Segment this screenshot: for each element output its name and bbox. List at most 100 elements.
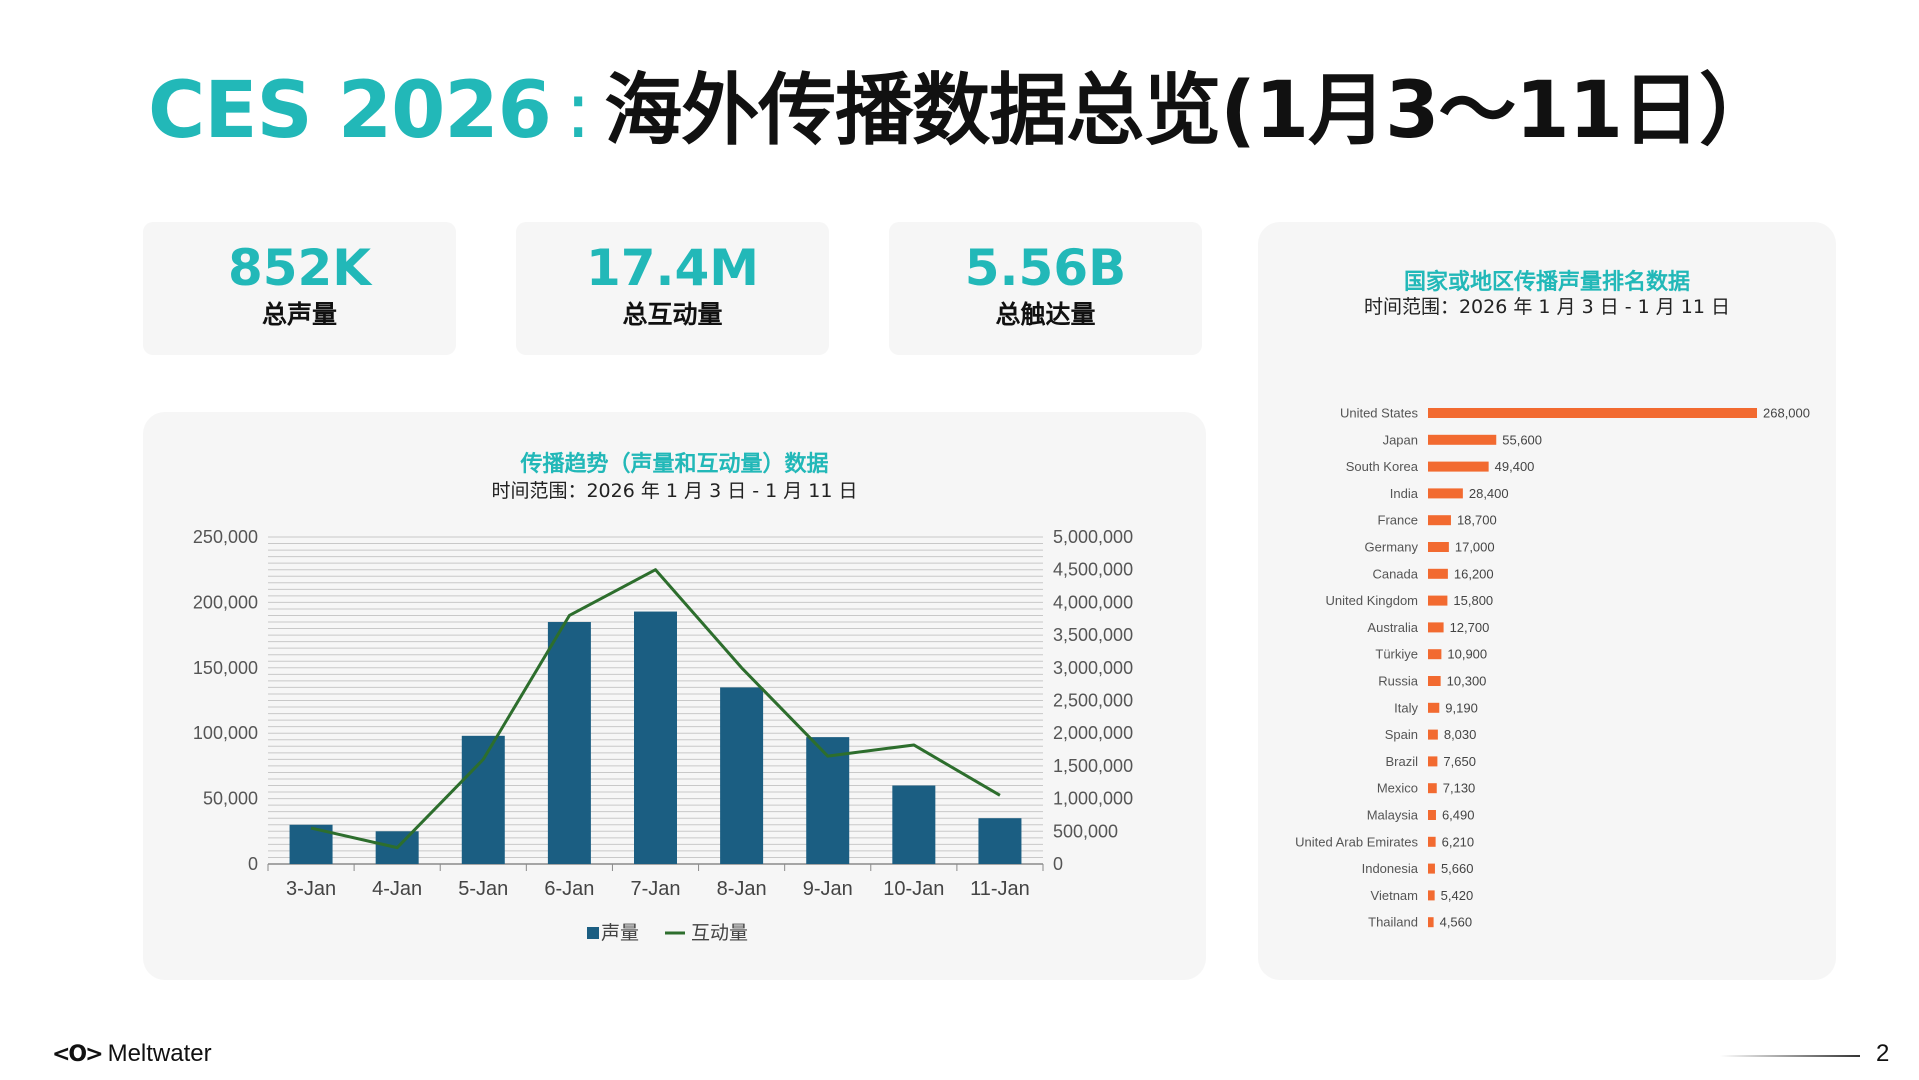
trend-chart: 0 50,000 100,000 150,000 200,000 250,000 0 500,… <box>193 527 1133 944</box>
country-value-label: 10,300 <box>1447 674 1487 689</box>
country-label: Malaysia <box>1367 808 1419 823</box>
country-chart: United States 268,000 Japan 55,600 South Kor… <box>1295 406 1810 930</box>
country-bar <box>1428 676 1441 686</box>
country-bar <box>1428 836 1436 847</box>
y-right-tick-label: 2,500,000 <box>1053 691 1133 711</box>
country-label: South Korea <box>1346 459 1419 474</box>
legend-bar-label: 声量 <box>601 922 639 944</box>
y-left-tick-label: 0 <box>248 854 258 874</box>
y-left-tick-label: 150,000 <box>193 658 258 678</box>
country-value-label: 12,700 <box>1450 620 1490 635</box>
country-value-label: 55,600 <box>1502 432 1542 447</box>
y-right-tick-label: 1,500,000 <box>1053 756 1133 776</box>
kpi-label: 总触达量 <box>995 300 1096 329</box>
country-label: India <box>1390 486 1419 501</box>
country-label: Vietnam <box>1371 888 1418 903</box>
kpi-label: 总互动量 <box>622 300 723 329</box>
page-title: CES 2026: 海外传播数据总览(1月3～11日） <box>148 48 1777 160</box>
country-bar <box>1428 917 1434 928</box>
brand-name: Meltwater <box>107 1040 212 1067</box>
country-bar <box>1428 622 1444 633</box>
country-chart-subtitle: 时间范围：2026 年 1 月 3 日 - 1 月 11 日 <box>1363 296 1731 318</box>
country-value-label: 6,490 <box>1442 808 1475 823</box>
bar-10-Jan <box>892 785 936 864</box>
kpi-card-volume: 852K 总声量 <box>143 222 456 355</box>
kpi-value: 852K <box>227 239 372 297</box>
country-label: Türkiye <box>1375 647 1418 662</box>
meltwater-logo-icon: <O> <box>52 1041 104 1067</box>
title-text: 海外传播数据总览(1月3～11日） <box>604 66 1777 156</box>
country-label: Spain <box>1385 727 1418 742</box>
x-tick-label: 8-Jan <box>717 878 767 900</box>
bar-6-Jan <box>547 622 591 864</box>
x-tick-label: 11-Jan <box>970 878 1030 900</box>
y-right-tick-label: 500,000 <box>1053 821 1118 841</box>
country-label: Japan <box>1383 432 1418 447</box>
country-value-label: 15,800 <box>1453 593 1493 608</box>
kpi-card-engagement: 17.4M 总互动量 <box>516 222 829 355</box>
country-bar <box>1428 568 1448 579</box>
country-bar <box>1428 890 1435 901</box>
trend-chart-panel: 传播趋势（声量和互动量）数据 时间范围：2026 年 1 月 3 日 - 1 月… <box>143 412 1206 980</box>
x-tick-label: 5-Jan <box>458 878 508 900</box>
country-label: Italy <box>1394 700 1418 715</box>
bar-9-Jan <box>806 737 850 864</box>
meltwater-logo: <O> Meltwater <box>52 1040 212 1068</box>
country-value-label: 8,030 <box>1444 727 1477 742</box>
country-label: United Arab Emirates <box>1295 834 1418 849</box>
country-bar <box>1428 461 1489 472</box>
x-tick-label: 3-Jan <box>286 878 336 900</box>
country-value-label: 5,660 <box>1441 861 1474 876</box>
country-chart-title: 国家或地区传播声量排名数据 <box>1403 270 1690 295</box>
y-right-tick-label: 5,000,000 <box>1053 527 1133 547</box>
kpi-value: 17.4M <box>585 239 760 297</box>
y-right-tick-label: 0 <box>1053 854 1063 874</box>
country-value-label: 17,000 <box>1455 540 1495 555</box>
country-value-label: 49,400 <box>1495 459 1535 474</box>
country-label: Germany <box>1365 540 1419 555</box>
kpi-value: 5.56B <box>964 239 1127 297</box>
y-right-tick-label: 3,500,000 <box>1053 625 1133 645</box>
x-tick-label: 9-Jan <box>803 878 853 900</box>
legend-bar-swatch <box>587 927 599 939</box>
y-right-tick-label: 4,500,000 <box>1053 560 1133 580</box>
country-bar <box>1428 756 1438 767</box>
y-right-tick-label: 2,000,000 <box>1053 723 1133 743</box>
country-value-label: 268,000 <box>1763 406 1810 421</box>
kpi-label: 总声量 <box>261 300 337 329</box>
country-value-label: 18,700 <box>1457 513 1497 528</box>
bar-11-Jan <box>978 818 1022 864</box>
bar-7-Jan <box>634 611 677 864</box>
legend-line-label: 互动量 <box>691 922 748 944</box>
y-right-tick-label: 4,000,000 <box>1053 592 1133 612</box>
country-label: Canada <box>1372 566 1418 581</box>
x-tick-label: 6-Jan <box>544 878 594 900</box>
y-left-tick-label: 200,000 <box>193 592 258 612</box>
country-label: Thailand <box>1368 915 1418 930</box>
country-label: Australia <box>1367 620 1418 635</box>
country-label: United Kingdom <box>1326 593 1419 608</box>
country-value-label: 4,560 <box>1440 915 1473 930</box>
country-bar <box>1428 729 1438 740</box>
country-bar <box>1428 434 1497 445</box>
trend-chart-subtitle: 时间范围：2026 年 1 月 3 日 - 1 月 11 日 <box>491 480 858 502</box>
country-bar <box>1428 810 1436 820</box>
country-value-label: 5,420 <box>1441 888 1474 903</box>
trend-chart-title: 传播趋势（声量和互动量）数据 <box>520 452 829 477</box>
country-value-label: 16,200 <box>1454 566 1494 581</box>
x-tick-label: 4-Jan <box>372 878 422 900</box>
country-value-label: 9,190 <box>1445 700 1478 715</box>
country-bar <box>1428 649 1442 660</box>
x-tick-label: 7-Jan <box>630 878 680 900</box>
y-left-tick-label: 100,000 <box>193 723 258 743</box>
bar-8-Jan <box>720 687 764 864</box>
country-value-label: 6,210 <box>1442 834 1475 849</box>
bar-5-Jan <box>461 735 505 864</box>
country-value-label: 7,130 <box>1443 781 1476 796</box>
y-right-tick-label: 1,000,000 <box>1053 789 1133 809</box>
country-label: Indonesia <box>1362 861 1419 876</box>
country-bar <box>1428 488 1463 499</box>
country-bar <box>1428 408 1757 418</box>
country-label: Mexico <box>1377 781 1418 796</box>
page-number: 2 <box>1876 1040 1890 1067</box>
